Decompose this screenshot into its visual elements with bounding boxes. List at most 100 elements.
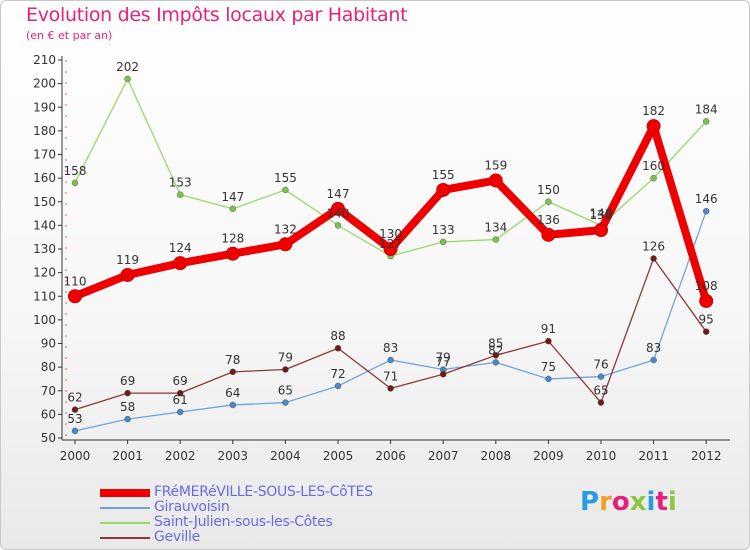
legend-swatch — [100, 522, 150, 524]
data-label: 110 — [64, 274, 87, 288]
data-point — [650, 255, 657, 262]
data-label: 77 — [436, 355, 451, 369]
legend-swatch — [100, 507, 150, 509]
data-point — [176, 191, 184, 198]
legend-label: Girauvoisin — [154, 499, 230, 515]
data-label: 62 — [67, 391, 82, 405]
x-tick-label: 2007 — [428, 449, 459, 463]
data-label: 130 — [379, 227, 402, 241]
data-label: 127 — [379, 237, 402, 251]
legend-item: Saint-Julien-sous-les-Côtes — [100, 514, 460, 530]
data-point — [334, 222, 342, 229]
data-point — [282, 399, 289, 406]
legend-item: Geville — [100, 529, 460, 545]
proxiti-logo: Proxiti — [580, 487, 677, 517]
data-point — [68, 289, 82, 304]
data-point — [71, 179, 79, 187]
x-tick-label: 2006 — [375, 449, 406, 463]
data-point — [650, 356, 657, 364]
data-label: 71 — [383, 369, 398, 383]
x-tick-label: 2002 — [165, 449, 196, 463]
data-label: 147 — [327, 187, 350, 201]
x-tick-label: 2012 — [691, 449, 722, 463]
y-tick-label: 190 — [33, 100, 56, 114]
legend-label: FRéMERéVILLE-SOUS-LES-CôTES — [154, 484, 373, 500]
data-label: 119 — [116, 253, 139, 267]
data-label: 76 — [593, 358, 608, 372]
data-point — [124, 415, 131, 423]
data-point — [387, 385, 394, 392]
data-label: 78 — [225, 353, 240, 367]
legend-item: FRéMERéVILLE-SOUS-LES-CôTES — [100, 484, 460, 500]
data-label: 160 — [642, 159, 665, 173]
x-tick-label: 2010 — [586, 449, 617, 463]
logo-letter: o — [611, 487, 630, 517]
data-label: 146 — [695, 192, 718, 206]
data-label: 72 — [330, 367, 345, 381]
data-point — [541, 227, 556, 242]
legend-swatch — [100, 537, 150, 539]
chart-subtitle: (en € et par an) — [26, 29, 113, 42]
data-label: 53 — [67, 412, 82, 426]
data-label: 133 — [432, 223, 455, 237]
data-point — [545, 337, 552, 345]
data-point — [597, 373, 605, 380]
data-point — [650, 174, 657, 182]
data-label: 65 — [593, 384, 608, 398]
y-tick-label: 160 — [33, 171, 56, 185]
data-point — [282, 366, 289, 373]
data-point — [229, 401, 237, 409]
data-label: 124 — [169, 241, 192, 255]
logo-letter: t — [655, 487, 668, 517]
chart-title: Evolution des Impôts locaux par Habitant — [26, 4, 408, 26]
data-point — [436, 182, 451, 197]
x-tick-label: 2005 — [323, 449, 354, 463]
data-point — [545, 198, 552, 205]
logo-letter: P — [580, 487, 600, 517]
data-label: 95 — [699, 313, 714, 327]
data-label: 155 — [432, 168, 455, 182]
data-point — [176, 408, 184, 416]
data-point — [173, 256, 188, 271]
data-label: 202 — [116, 60, 139, 74]
data-point — [488, 173, 503, 188]
data-point — [594, 223, 608, 238]
data-point — [440, 371, 447, 378]
y-tick-label: 60 — [41, 407, 56, 421]
data-label: 158 — [64, 164, 87, 178]
data-label: 91 — [541, 322, 556, 336]
data-label: 140 — [327, 206, 350, 220]
x-tick-label: 2004 — [270, 449, 301, 463]
data-point — [703, 328, 710, 335]
data-label: 69 — [173, 374, 188, 388]
logo-letter: i — [667, 487, 677, 517]
data-label: 140 — [590, 206, 613, 220]
data-label: 85 — [488, 336, 503, 350]
data-point — [225, 246, 240, 261]
data-point — [387, 356, 394, 364]
logo-letter: i — [646, 487, 656, 517]
data-point — [71, 406, 79, 413]
data-label: 136 — [537, 213, 560, 227]
data-label: 182 — [642, 104, 665, 118]
legend-swatch — [100, 489, 150, 497]
data-point — [331, 201, 345, 216]
logo-letter: x — [629, 487, 647, 517]
y-tick-label: 150 — [33, 195, 56, 209]
legend-label: Saint-Julien-sous-les-Côtes — [154, 514, 333, 530]
y-tick-label: 50 — [41, 431, 56, 445]
data-point — [440, 238, 447, 246]
data-label: 108 — [695, 279, 718, 293]
data-point — [492, 236, 499, 243]
data-label: 83 — [383, 341, 398, 355]
y-tick-label: 130 — [33, 242, 56, 256]
x-tick-label: 2009 — [533, 449, 564, 463]
data-label: 58 — [120, 400, 135, 414]
x-tick-label: 2001 — [112, 449, 143, 463]
data-point — [597, 399, 605, 406]
data-label: 184 — [695, 102, 718, 116]
data-point — [71, 427, 79, 435]
x-tick-label: 2003 — [218, 449, 249, 463]
data-point — [229, 368, 237, 376]
